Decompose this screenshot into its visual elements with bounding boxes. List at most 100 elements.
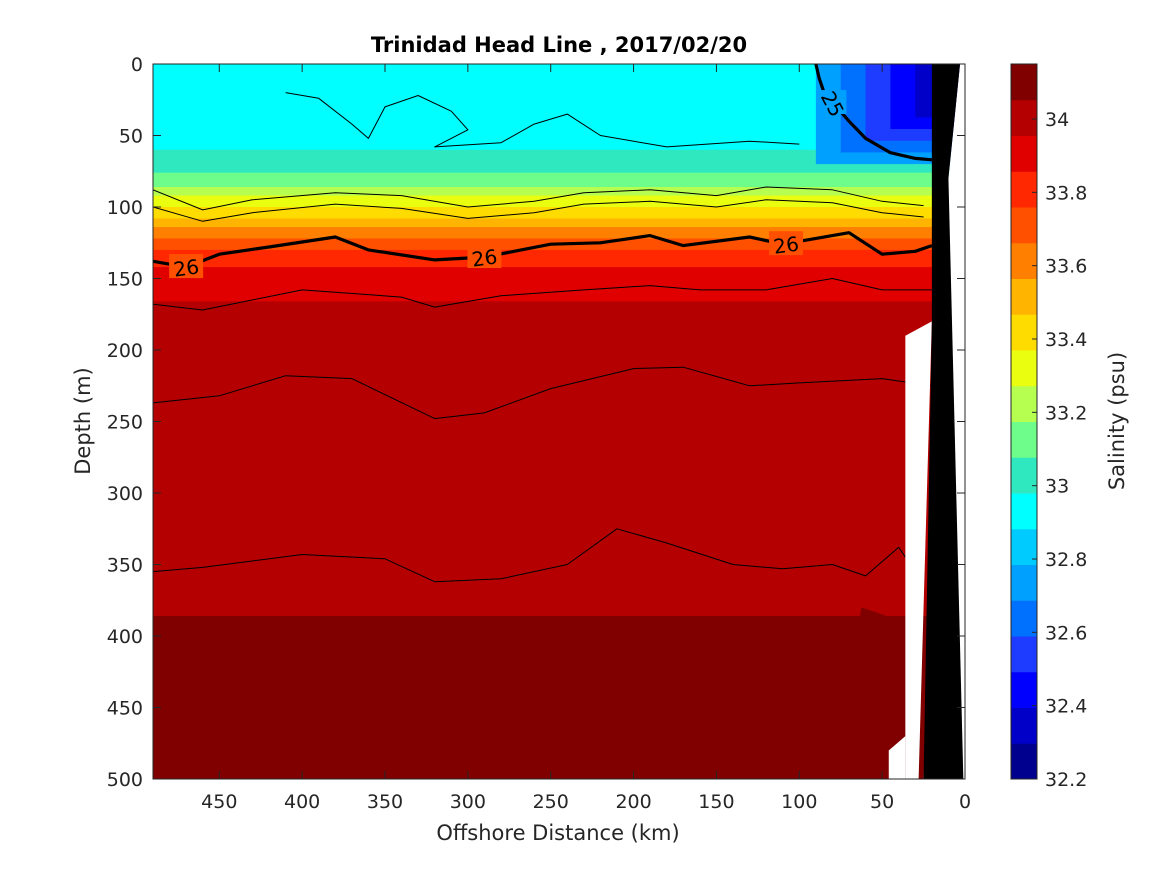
salinity-strip [153,696,965,700]
y-tick-label: 500 [107,769,143,791]
salinity-strip [153,510,965,514]
salinity-strip [153,638,965,643]
salinity-strip [153,247,965,251]
salinity-strip [153,687,965,691]
salinity-strip [153,607,965,611]
salinity-strip [153,744,965,749]
colorbar-tick-label: 34 [1045,109,1069,131]
salinity-strip [153,773,965,777]
salinity-strip [153,86,965,91]
salinity-strip [153,329,965,334]
salinity-strip [153,232,965,237]
salinity-strip [153,561,965,566]
contour-line [153,366,932,420]
salinity-strip [153,615,965,620]
salinity-strip [153,636,965,640]
bold-contour-line [153,231,933,269]
salinity-strip [153,418,965,423]
salinity-strip [153,667,965,671]
salinity-strip [153,621,965,626]
salinity-strip [153,361,965,365]
salinity-strip [153,64,965,68]
salinity-strip [153,487,965,491]
salinity-strip [153,69,965,74]
salinity-strip [153,558,965,563]
salinity-strip [153,501,965,506]
contour-line [153,278,932,311]
salinity-strip [153,504,965,508]
y-axis-label: Depth (m) [71,367,95,474]
salinity-strip [153,66,965,71]
y-tick-label: 350 [107,555,143,577]
salinity-strip [153,212,965,217]
colorbar-segment [1011,350,1037,387]
salinity-strip [153,570,965,574]
salinity-strip [153,238,965,242]
salinity-strip [153,158,965,162]
chart-title: Trinidad Head Line , 2017/02/20 [371,33,747,57]
salinity-strip [153,304,965,308]
salinity-strip [153,229,965,234]
salinity-strip [153,84,965,88]
salinity-strip [153,89,965,94]
deep-salinity-max-patch [600,693,717,779]
salinity-strip [153,109,965,114]
salinity-strip [153,601,965,606]
colorbar-tick-label: 32.2 [1045,769,1087,791]
colorbar-segment [1011,528,1037,565]
y-axis-ticks: 0 50 100 150 200 250 300 350 400 450 500 [107,54,965,791]
salinity-strip [153,126,965,131]
contour-label: 26 [470,244,499,271]
salinity-strip [153,378,965,383]
salinity-strip [153,312,965,317]
y-tick-label: 450 [107,698,143,720]
salinity-strip [153,447,965,451]
salinity-strip [153,269,965,274]
salinity-strip [153,724,965,729]
salinity-strip [153,178,965,182]
colorbar-segment [1011,421,1037,458]
salinity-strip [153,155,965,159]
salinity-strip [153,121,965,125]
salinity-strip [153,524,965,528]
x-tick-label: 150 [698,791,734,813]
salinity-strip [153,92,965,97]
salinity-strip [153,292,965,297]
salinity-strip [153,404,965,408]
salinity-strip [153,716,965,720]
salinity-strip [153,169,965,174]
salinity-strip [153,181,965,185]
salinity-strip [153,115,965,119]
salinity-strip [153,661,965,666]
salinity-strip [153,455,965,460]
salinity-strip [153,201,965,205]
colorbar-tick-label: 32.6 [1045,622,1087,644]
salinity-strip [153,641,965,646]
salinity-strip [153,624,965,629]
salinity-strip [153,584,965,588]
salinity-strip [153,658,965,663]
colorbar-segment [1011,278,1037,315]
x-tick-label: 200 [615,791,651,813]
x-tick-label: 350 [367,791,403,813]
salinity-strip [153,192,965,197]
salinity-strip [153,490,965,494]
colorbar-tick-label: 33 [1045,476,1069,498]
salinity-strip [153,438,965,443]
colorbar-tick-label: 33.8 [1045,182,1087,204]
salinity-strip [153,370,965,374]
salinity-strip [153,347,965,351]
salinity-strip [153,595,965,600]
contour-line [153,199,924,222]
salinity-strip [153,118,965,122]
salinity-strip [153,352,965,357]
salinity-strip [153,321,965,325]
salinity-strip [153,538,965,543]
salinity-strip [153,756,965,760]
salinity-strip [153,693,965,697]
salinity-strip [153,81,965,85]
salinity-strip [153,267,965,271]
salinity-strip [153,475,965,480]
salinity-strip [153,690,965,694]
